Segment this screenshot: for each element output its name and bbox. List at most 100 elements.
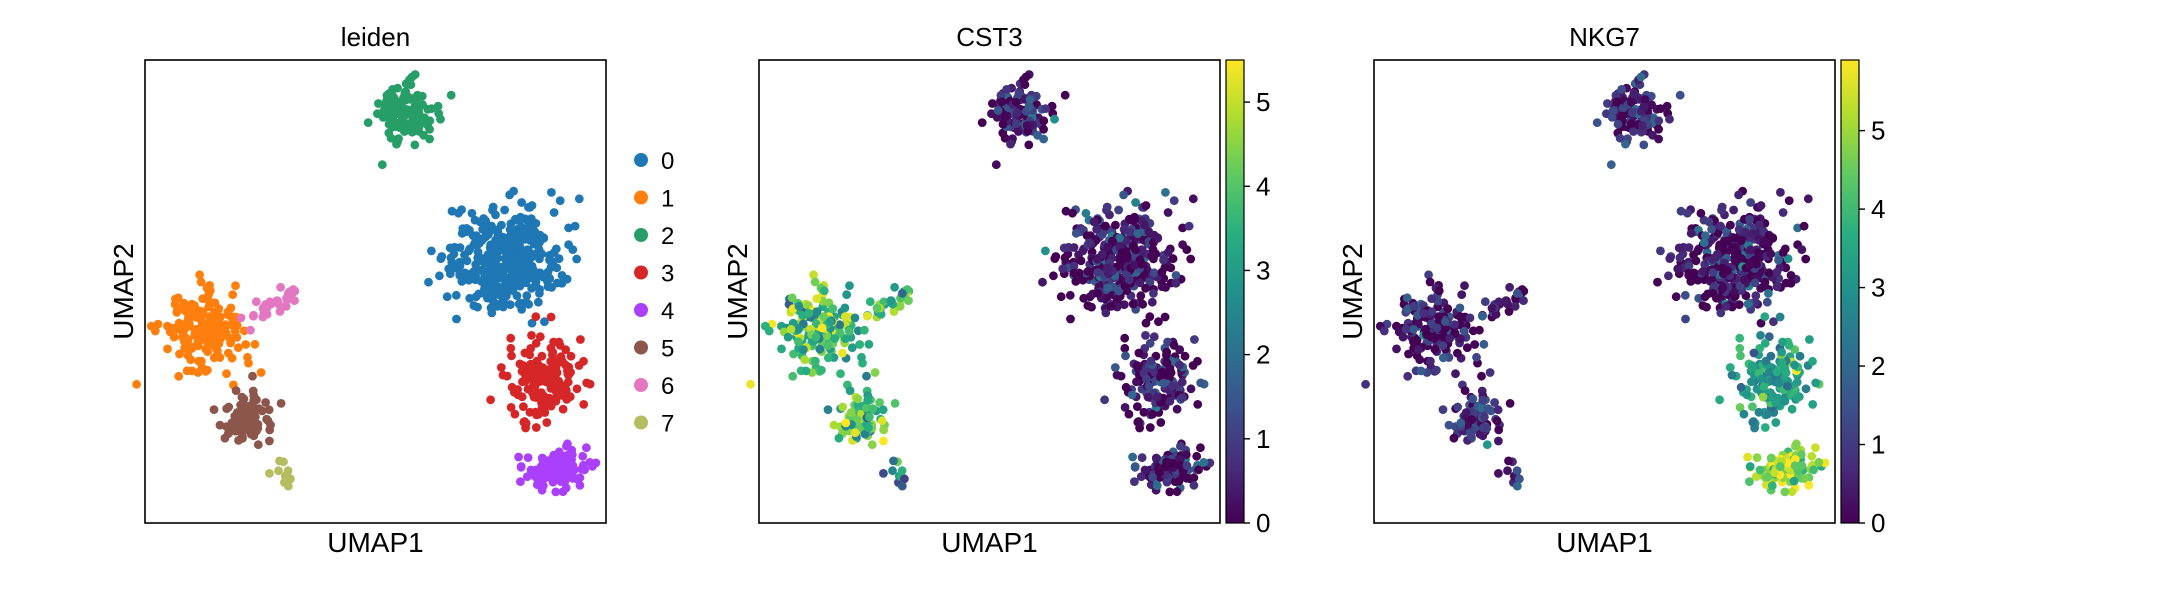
cell-point xyxy=(1665,114,1674,124)
cell-point xyxy=(1640,95,1650,104)
cell-point xyxy=(518,361,528,370)
cell-point xyxy=(868,404,878,414)
cell-point xyxy=(516,462,526,471)
cell-point xyxy=(838,402,848,412)
cell-point xyxy=(1451,369,1460,379)
cell-point xyxy=(1503,466,1512,476)
cell-point xyxy=(1130,260,1139,270)
cell-point xyxy=(1746,198,1755,207)
cell-point xyxy=(1783,254,1793,264)
cell-point xyxy=(187,366,197,376)
cell-point xyxy=(535,332,545,342)
cell-point xyxy=(498,370,508,380)
colorbar-tick-label: 3 xyxy=(1256,255,1270,285)
cell-point xyxy=(398,108,408,117)
cell-point xyxy=(1460,281,1469,291)
cell-point xyxy=(1797,245,1807,255)
cell-point xyxy=(1132,377,1141,387)
cell-point xyxy=(265,469,274,478)
cell-point xyxy=(263,416,273,426)
cell-point xyxy=(1803,194,1813,204)
cell-point xyxy=(1137,259,1146,269)
cell-point xyxy=(533,297,543,307)
cell-point xyxy=(804,309,814,318)
cell-point xyxy=(536,367,545,377)
cell-point xyxy=(1778,208,1788,217)
cell-point xyxy=(783,332,793,342)
cell-point xyxy=(1689,268,1699,278)
panel-nkg7: NKG7 UMAP1 UMAP2 0 1 2 3 4 5 xyxy=(1337,22,1885,558)
cell-point xyxy=(1135,278,1145,288)
cell-point xyxy=(543,282,553,291)
cell-point xyxy=(570,221,580,231)
cell-point xyxy=(283,466,293,476)
cell-point xyxy=(524,248,533,258)
legend-marker xyxy=(634,153,648,167)
cell-point xyxy=(1438,353,1448,363)
cell-point xyxy=(1519,296,1528,305)
cell-point xyxy=(211,317,221,326)
cell-point xyxy=(1024,102,1034,112)
cell-point xyxy=(537,453,547,463)
cell-point xyxy=(1047,101,1057,111)
cell-point xyxy=(1693,246,1703,256)
cell-point xyxy=(479,255,488,264)
cell-point xyxy=(251,412,260,422)
cell-point xyxy=(523,259,532,269)
cell-point xyxy=(527,283,536,293)
cell-point xyxy=(1124,275,1134,285)
cell-point xyxy=(897,289,907,298)
cell-point xyxy=(998,119,1008,129)
cell-point xyxy=(551,487,561,497)
cell-point xyxy=(232,408,242,417)
cell-point xyxy=(1483,404,1493,414)
cell-point xyxy=(585,458,595,467)
cell-point xyxy=(549,248,559,257)
cell-point xyxy=(1402,293,1412,303)
cell-point xyxy=(1726,220,1735,230)
cell-point xyxy=(226,303,236,313)
cell-point xyxy=(1704,217,1714,227)
cell-point xyxy=(1745,462,1755,471)
cell-point xyxy=(231,281,240,291)
cell-point xyxy=(812,294,822,304)
cell-point xyxy=(185,345,194,354)
cell-point xyxy=(1416,366,1426,376)
cell-point xyxy=(1764,289,1773,298)
cell-point xyxy=(1148,472,1157,482)
cell-point xyxy=(1379,326,1389,336)
cell-point xyxy=(1735,333,1745,343)
cell-point xyxy=(1101,221,1110,231)
cell-point xyxy=(857,352,866,362)
cell-point xyxy=(1186,384,1196,394)
cell-point xyxy=(410,140,420,150)
cell-point xyxy=(209,353,219,363)
cell-point xyxy=(1772,367,1782,377)
cell-point xyxy=(1505,399,1515,408)
legend-label: 6 xyxy=(661,373,674,400)
cell-point xyxy=(1736,351,1745,361)
cell-point xyxy=(249,311,258,321)
cell-point xyxy=(1398,332,1408,342)
cell-point xyxy=(1140,465,1150,475)
cell-point xyxy=(519,417,529,427)
cell-point xyxy=(527,318,537,328)
cell-point xyxy=(1168,254,1178,264)
cell-point xyxy=(1494,297,1504,307)
cell-point xyxy=(1144,382,1154,391)
cell-point xyxy=(1178,393,1187,402)
cell-point xyxy=(1734,300,1744,309)
cell-point xyxy=(1460,386,1470,395)
cell-point xyxy=(1159,378,1168,388)
cell-point xyxy=(374,99,383,108)
cell-point xyxy=(532,356,542,366)
cell-point xyxy=(1611,91,1621,100)
cell-point xyxy=(1761,356,1771,366)
cell-point xyxy=(535,289,544,298)
cell-point xyxy=(1787,487,1797,497)
cell-point xyxy=(388,85,397,94)
cell-point xyxy=(535,268,545,278)
cell-point xyxy=(1119,190,1128,200)
cell-point xyxy=(1025,95,1035,104)
